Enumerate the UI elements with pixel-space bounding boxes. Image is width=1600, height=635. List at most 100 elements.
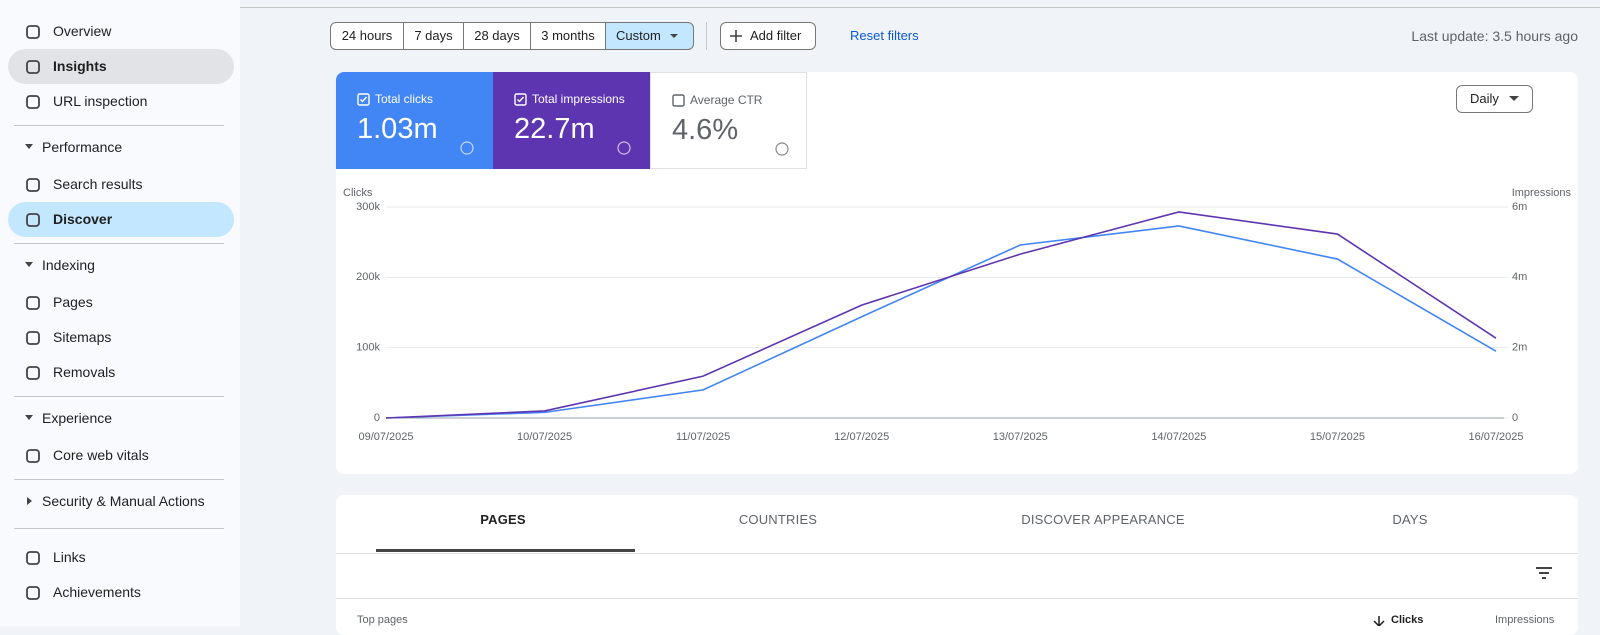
tab[interactable]: COUNTRIES — [738, 512, 818, 527]
icon — [26, 95, 40, 109]
x-tick-label: 10/07/2025 — [517, 431, 572, 443]
sidebar-item[interactable]: Search results — [8, 167, 234, 202]
chart: Clicks Impressions 0 100k 200k 300k 0 2m 4m 6m 09/… — [343, 187, 1572, 443]
top-divider — [240, 7, 1600, 8]
range-button[interactable]: 24 hours — [330, 22, 404, 50]
sidebar-section[interactable]: Security & Manual Actions — [27, 491, 205, 511]
sidebar-item[interactable]: Core web vitals — [8, 438, 234, 473]
sidebar-item[interactable]: Sitemaps — [8, 320, 234, 355]
y-tick-label: 200k — [356, 271, 380, 283]
help-icon — [460, 141, 474, 155]
help-circle — [617, 141, 631, 155]
range-button[interactable]: 28 days — [463, 22, 531, 50]
icon — [26, 449, 40, 463]
item-label: Discover — [53, 211, 113, 227]
column-header[interactable]: Clicks — [1391, 614, 1424, 626]
help-icon — [775, 142, 789, 156]
checkbox-box — [672, 94, 685, 107]
sidebar-item[interactable]: Achievements — [8, 575, 234, 610]
y2-tick-label: 2m — [1512, 342, 1527, 354]
sidebar-divider — [14, 479, 224, 480]
add-filter[interactable]: Add filter — [720, 22, 816, 50]
item-label: URL inspection — [53, 93, 148, 109]
x-tick-label: 16/07/2025 — [1468, 431, 1523, 443]
item-label: Links — [53, 549, 86, 565]
section-label: Indexing — [42, 257, 95, 273]
sidebar-divider — [14, 243, 224, 244]
sidebar-item[interactable]: Links — [8, 540, 234, 575]
granularity: Daily — [1470, 91, 1499, 106]
icon — [26, 60, 40, 74]
icon-shape — [26, 25, 40, 39]
icon — [26, 551, 40, 565]
arrow-shape — [25, 415, 33, 420]
row-divider — [336, 598, 1578, 599]
caret — [670, 34, 678, 38]
table-title: Top pages — [357, 614, 408, 626]
sidebar: Overview Insights URL inspection Performanc… — [0, 0, 240, 626]
range-button[interactable]: 7 days — [403, 22, 464, 50]
separator — [706, 22, 707, 50]
y-tick-label: 300k — [356, 201, 380, 213]
expand-arrow — [25, 415, 33, 420]
y2-tick-label: 4m — [1512, 271, 1527, 283]
icon-shape — [26, 213, 40, 227]
column-header[interactable]: Impressions — [1495, 614, 1555, 626]
sidebar-section[interactable]: Experience — [25, 408, 112, 428]
icon-shape — [26, 449, 40, 463]
plus-icon — [730, 30, 742, 42]
metric-value: 1.03m — [357, 113, 438, 145]
icon — [26, 213, 40, 227]
icon-shape — [26, 178, 40, 192]
tab[interactable]: PAGES — [480, 512, 526, 527]
sidebar-item[interactable]: URL inspection — [8, 84, 234, 119]
expand-arrow — [25, 144, 33, 149]
sidebar-item[interactable]: Overview — [8, 14, 234, 49]
series-line — [385, 211, 1497, 419]
metric-tile[interactable]: Total clicks 1.03m — [336, 72, 493, 169]
tab[interactable]: DAYS — [1392, 512, 1428, 527]
sidebar-item[interactable]: Pages — [8, 285, 234, 320]
tab-divider — [336, 553, 1578, 554]
section-label: Security & Manual Actions — [42, 493, 205, 509]
range-button[interactable]: 3 months — [530, 22, 606, 50]
item-label: Removals — [53, 364, 116, 380]
sidebar-item[interactable]: Insights — [8, 49, 234, 84]
y-tick-label: 0 — [374, 412, 380, 424]
tab[interactable]: DISCOVER APPEARANCE — [1021, 512, 1185, 527]
filter-icon[interactable] — [1535, 566, 1553, 580]
granularity-dropdown[interactable]: Daily — [1456, 85, 1533, 113]
icon-shape — [26, 296, 40, 310]
caret-shape — [670, 34, 678, 38]
y-axis-title: Clicks — [343, 187, 373, 199]
x-tick-label: 09/07/2025 — [358, 431, 413, 443]
checkbox — [357, 93, 370, 106]
item-label: Achievements — [53, 584, 141, 600]
sidebar-item[interactable]: Discover — [8, 202, 234, 237]
item-label: Core web vitals — [53, 447, 149, 463]
metric-label: Total impressions — [532, 92, 625, 106]
x-tick-label: 11/07/2025 — [676, 431, 730, 443]
add-filter-label: Add filter — [750, 28, 802, 43]
metric-tile[interactable]: Average CTR 4.6% — [650, 72, 807, 169]
sort-arrow — [1373, 616, 1385, 626]
icon — [26, 25, 40, 39]
arrow-shape — [27, 497, 32, 505]
sidebar-item[interactable]: Removals — [8, 355, 234, 390]
range-button[interactable]: Custom — [605, 22, 694, 50]
section-label: Performance — [42, 139, 123, 155]
x-tick-label: 14/07/2025 — [1151, 431, 1206, 443]
tab-indicator — [376, 549, 635, 552]
sidebar-divider — [14, 125, 224, 126]
sidebar-divider — [14, 528, 224, 529]
icon — [26, 366, 40, 380]
metric-tile[interactable]: Total impressions 22.7m — [493, 72, 650, 169]
expand-arrow — [25, 262, 33, 267]
reset-filters[interactable]: Reset filters — [850, 28, 919, 43]
sidebar-section[interactable]: Performance — [25, 137, 123, 157]
checkmark — [517, 96, 525, 103]
x-tick-label: 12/07/2025 — [834, 431, 889, 443]
series-line — [385, 225, 1497, 419]
sidebar-section[interactable]: Indexing — [25, 255, 95, 275]
